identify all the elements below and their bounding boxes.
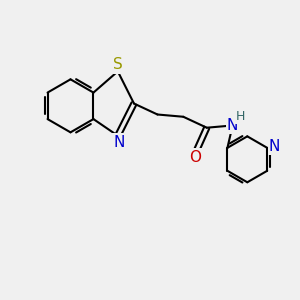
Text: O: O (189, 150, 201, 165)
Text: H: H (236, 110, 245, 122)
Text: S: S (113, 57, 123, 72)
Text: N: N (269, 139, 280, 154)
Text: N: N (114, 135, 125, 150)
Text: N: N (227, 118, 238, 133)
